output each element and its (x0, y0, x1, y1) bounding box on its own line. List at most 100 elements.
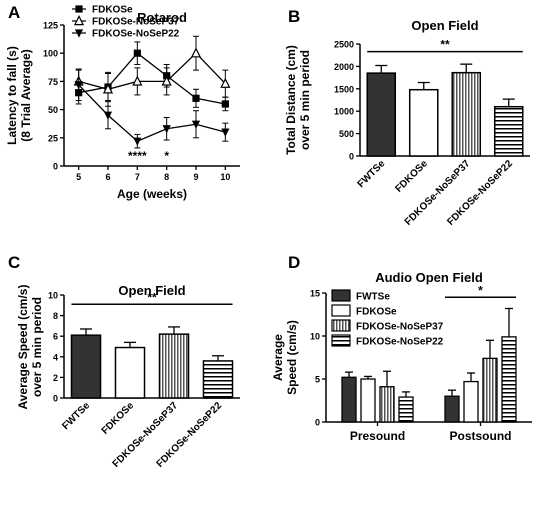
panel-label-c: C (8, 253, 20, 272)
panel-c-open-field-speed: C 0 2 4 6 8 10 Open Field Average Speed (cm/s) ov… (8, 253, 240, 470)
legend-entry: FDKOSe (92, 5, 133, 16)
bar-postsound-3 (501, 336, 517, 423)
y-tick-label: 8 (53, 311, 58, 321)
legend-entry: FWTSe (356, 292, 390, 303)
panel-label-d: D (288, 253, 300, 272)
x-tick-label: 8 (164, 172, 169, 182)
y-tick-label: 2500 (334, 40, 354, 50)
y-tick-label: 0 (53, 394, 58, 404)
legend-swatch (331, 304, 351, 317)
x-tick-label: 7 (135, 172, 140, 182)
significance-marker: ** (147, 290, 157, 304)
bar-postsound-2 (482, 357, 498, 423)
panel-d-audio-open-field: D 0 5 10 15 Audio Open Field Average Speed (cm/… (271, 253, 532, 443)
y-tick-label: 125 (43, 21, 58, 31)
y-axis-label: Speed (cm/s) (285, 320, 299, 395)
y-tick-label: 500 (339, 129, 354, 139)
data-point (102, 83, 114, 94)
legend-swatch (331, 289, 351, 302)
y-tick-label: 1500 (334, 84, 354, 94)
data-point (161, 75, 172, 86)
bar-1 (408, 88, 439, 157)
legend-marker (73, 15, 85, 26)
data-point (220, 77, 231, 88)
bar-presound-1 (360, 378, 376, 423)
significance-marker: **** (128, 149, 147, 163)
y-tick-label: 2000 (334, 62, 354, 72)
data-point (133, 137, 142, 146)
chart-title: Rotarod (137, 10, 187, 25)
legend-marker (74, 29, 84, 38)
data-point (221, 128, 230, 137)
y-tick-label: 4 (53, 352, 58, 362)
data-point (221, 100, 229, 108)
bar-postsound-1 (463, 380, 479, 423)
y-axis-label: over 5 min period (298, 50, 312, 150)
chart-title: Audio Open Field (375, 270, 483, 285)
x-tick-label: 10 (220, 172, 230, 182)
data-point (162, 125, 171, 134)
y-tick-label: 1000 (334, 107, 354, 117)
x-tick-label: 9 (193, 172, 198, 182)
bar-3 (493, 105, 524, 157)
data-point (192, 94, 200, 102)
y-tick-label: 50 (48, 105, 58, 115)
y-tick-label: 15 (310, 289, 320, 299)
bar-postsound-0 (444, 395, 460, 423)
y-tick-label: 100 (43, 49, 58, 59)
y-tick-label: 2 (53, 373, 58, 383)
bar-0 (366, 72, 397, 157)
y-axis-label: Average Speed (cm/s) (16, 285, 30, 410)
significance-marker: * (164, 149, 169, 163)
y-axis-label: Average (271, 334, 285, 381)
x-tick-label: FDKOSe (100, 400, 137, 437)
x-tick-label: FDKOSe (393, 158, 430, 195)
bar-1 (114, 346, 146, 399)
significance-marker: * (478, 283, 483, 297)
bar-3 (202, 360, 234, 399)
chart-title: Open Field (411, 18, 478, 33)
x-tick-label: FWTSe (356, 158, 388, 190)
legend-entry: FDKOSe-NoSeP22 (356, 337, 444, 348)
panel-a-rotarod: A 0 25 50 75 100 125 5 6 7 8 9 10 Rotarod Age (weeks) L… (5, 3, 240, 201)
y-tick-label: 25 (48, 133, 58, 143)
data-point (132, 75, 143, 86)
x-tick-label: 6 (105, 172, 110, 182)
y-axis-label: (8 Trial Average) (19, 49, 33, 141)
data-point (74, 81, 83, 90)
y-tick-label: 10 (48, 291, 58, 301)
panel-label-b: B (288, 7, 300, 26)
y-tick-label: 0 (53, 162, 58, 172)
data-point (190, 47, 202, 58)
x-tick-label: 5 (76, 172, 81, 182)
y-tick-label: 5 (315, 375, 320, 385)
series-line-1 (78, 52, 226, 90)
data-point (103, 111, 113, 120)
panel-label-a: A (8, 3, 20, 22)
bar-presound-2 (379, 386, 395, 423)
legend-entry: FDKOSe-NoSeP37 (356, 322, 444, 333)
x-tick-label: Presound (350, 429, 405, 443)
legend-entry: FDKOSe-NoSeP37 (92, 17, 180, 28)
y-tick-label: 0 (349, 152, 354, 162)
y-axis-label: Latency to fall (s) (5, 46, 19, 145)
y-tick-label: 6 (53, 332, 58, 342)
y-tick-label: 10 (310, 332, 320, 342)
chart-title: Open Field (118, 283, 185, 298)
y-tick-label: 0 (315, 418, 320, 428)
bar-2 (451, 71, 482, 157)
legend-marker (75, 5, 83, 13)
significance-marker: ** (440, 38, 450, 52)
panel-b-open-field-distance: B 0 500 1000 1500 2000 2500 Open Field Total Dis… (284, 7, 530, 228)
x-tick-label: Postsound (450, 429, 512, 443)
legend-swatch (331, 334, 351, 347)
data-point (191, 120, 201, 129)
legend-entry: FDKOSe-NoSeP22 (92, 29, 180, 40)
bar-presound-3 (398, 396, 414, 423)
x-tick-label: FWTSe (60, 400, 92, 432)
x-axis-label: Age (weeks) (117, 187, 187, 201)
data-point (133, 49, 141, 57)
legend-swatch (331, 319, 351, 332)
y-tick-label: 75 (48, 77, 58, 87)
